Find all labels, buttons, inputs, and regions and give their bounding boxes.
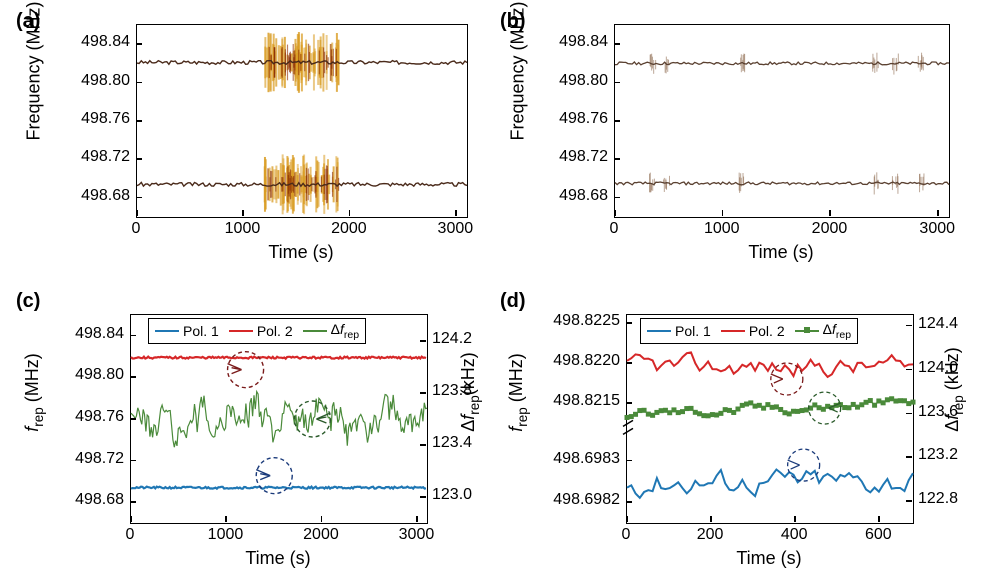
panel-d-svg xyxy=(627,315,913,523)
panel-c-ylabel: frep (MHz) xyxy=(22,412,46,432)
panel-d-label: (d) xyxy=(500,290,526,313)
panel-a-xlabel: Time (s) xyxy=(136,242,466,263)
panel-b-axes xyxy=(614,24,950,218)
figure-root: { "panels": { "a": {"label":"(a)","ylabe… xyxy=(0,0,988,580)
panel-b-svg xyxy=(615,25,949,217)
panel-c-svg xyxy=(131,315,427,523)
panel-b-ylabel: Frequency (MHz) xyxy=(508,121,529,141)
panel-d-legend: Pol. 1 Pol. 2 Δfrep xyxy=(640,318,858,344)
panel-d-xlabel: Time (s) xyxy=(626,548,912,569)
panel-c-xlabel: Time (s) xyxy=(130,548,426,569)
panel-c-ylabel2: Δfrep(kHz) xyxy=(458,412,482,432)
panel-a-axes xyxy=(136,24,468,218)
panel-c-legend: Pol. 1 Pol. 2 Δfrep xyxy=(148,318,366,344)
panel-d-axes xyxy=(626,314,914,524)
panel-a-svg xyxy=(137,25,467,217)
panel-d-ylabel: frep (MHz) xyxy=(506,412,530,432)
panel-c-axes xyxy=(130,314,428,524)
panel-c-label: (c) xyxy=(16,290,40,313)
panel-a-ylabel: Frequency (MHz) xyxy=(24,121,45,141)
panel-b-xlabel: Time (s) xyxy=(614,242,948,263)
